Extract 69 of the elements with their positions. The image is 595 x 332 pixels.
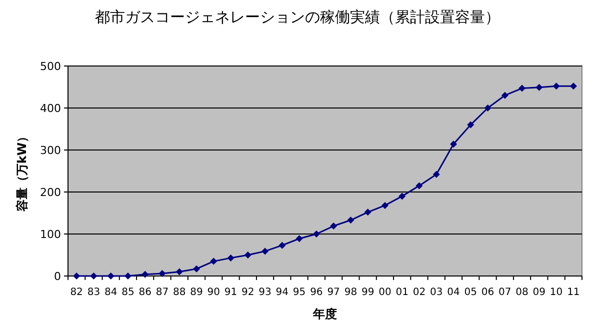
- point: [193, 265, 200, 272]
- point: [501, 92, 508, 99]
- y-tick-label: 500: [40, 60, 61, 73]
- x-tick-label: 03: [430, 287, 443, 298]
- point: [450, 140, 457, 148]
- point: [278, 242, 286, 249]
- point: [484, 104, 492, 112]
- x-tick-label: 10: [550, 287, 563, 298]
- point: [416, 182, 423, 190]
- x-tick-label: 11: [567, 287, 580, 298]
- x-tick-label: 94: [276, 287, 289, 298]
- x-tick-label: 85: [122, 287, 134, 298]
- x-tick-label: 86: [138, 287, 152, 298]
- x-tick-label: 83: [87, 287, 100, 298]
- x-tick-label: 87: [156, 287, 169, 298]
- point: [467, 121, 474, 128]
- x-axis-title: 年度: [312, 307, 337, 321]
- point: [398, 192, 406, 200]
- x-tick-label: 84: [104, 287, 118, 298]
- x-tick-label: 96: [310, 287, 323, 298]
- point: [158, 270, 166, 277]
- point: [90, 272, 98, 280]
- point: [176, 268, 183, 276]
- point: [107, 272, 114, 280]
- x-tick-label: 82: [70, 287, 83, 298]
- x-tick-label: 01: [396, 287, 408, 298]
- point: [536, 84, 543, 91]
- point: [262, 248, 269, 255]
- point: [124, 272, 132, 280]
- x-tick-label: 89: [190, 287, 203, 298]
- point: [227, 254, 234, 262]
- point: [518, 84, 526, 92]
- x-tick-label: 09: [532, 287, 546, 298]
- x-tick-label: 02: [412, 287, 426, 298]
- x-tick-label: 06: [481, 287, 494, 298]
- y-tick-label: 300: [40, 144, 61, 157]
- point: [142, 270, 149, 278]
- point: [347, 216, 354, 224]
- chart-title: 都市ガスコージェネレーションの稼働実績（累計設置容量）: [95, 9, 500, 26]
- point: [330, 222, 338, 230]
- point: [244, 252, 252, 258]
- y-tick-label: 400: [40, 102, 61, 115]
- x-tick-label: 90: [207, 287, 220, 298]
- x-tick-label: 00: [378, 287, 392, 298]
- y-tick-label: 100: [40, 228, 61, 241]
- point: [552, 82, 560, 90]
- x-tick-label: 04: [447, 287, 460, 298]
- x-tick-label: 93: [258, 287, 272, 298]
- x-tick-label: 88: [173, 287, 186, 298]
- x-tick-label: 92: [242, 287, 254, 298]
- point: [312, 230, 320, 238]
- point: [210, 258, 218, 265]
- point: [432, 170, 440, 178]
- y-axis-title: 容量（万kW）: [15, 130, 29, 213]
- y-tick-label: 0: [54, 270, 61, 283]
- point: [73, 272, 80, 280]
- point: [296, 235, 303, 242]
- point: [381, 202, 388, 209]
- x-tick-label: 05: [464, 287, 477, 298]
- x-tick-label: 07: [498, 287, 512, 298]
- y-tick-label: 200: [40, 186, 61, 199]
- x-tick-label: 91: [224, 287, 238, 298]
- x-tick-label: 08: [516, 287, 528, 298]
- x-tick-label: 99: [361, 287, 374, 298]
- point: [364, 208, 372, 216]
- point: [570, 82, 577, 90]
- x-tick-label: 98: [344, 287, 358, 298]
- x-tick-label: 95: [292, 287, 306, 298]
- x-tick-label: 97: [327, 287, 340, 298]
